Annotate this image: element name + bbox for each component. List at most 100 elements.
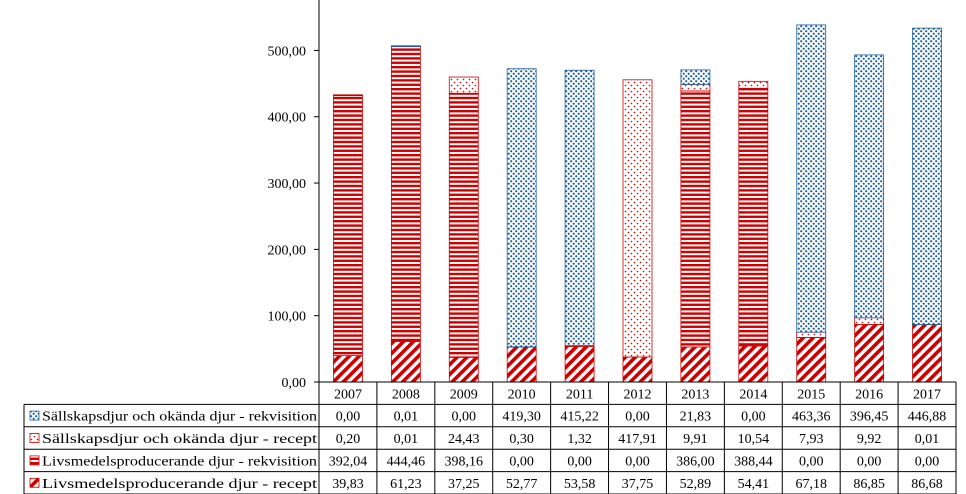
category-label-2014: 2014 <box>739 387 767 402</box>
category-label-2017: 2017 <box>913 387 941 402</box>
y-tick-label: 500,00 <box>268 44 307 59</box>
bar-segment-2017-series-3 <box>912 27 942 325</box>
category-label-2009: 2009 <box>450 387 478 402</box>
data-label-2014-series-0: 54,41 <box>738 477 770 492</box>
bar-segment-2009-series-0 <box>448 356 479 383</box>
data-label-2010-series-0: 52,77 <box>506 477 538 492</box>
bar-segment-2015-series-2 <box>796 331 827 338</box>
category-label-2007: 2007 <box>334 387 362 402</box>
data-label-2010-series-2: 0,30 <box>509 432 534 447</box>
bar-segment-2011-series-3 <box>564 69 595 346</box>
bar-segment-2014-series-2 <box>738 80 769 89</box>
legend-label-1: Livsmedelsproducerande djur - rekvisitio… <box>42 454 317 469</box>
bar-segment-2013-series-0 <box>680 346 711 383</box>
data-label-2012-series-2: 417,91 <box>618 432 657 447</box>
data-label-2010-series-3: 419,30 <box>502 410 541 425</box>
data-label-2012-series-0: 37,75 <box>622 477 654 492</box>
bar-segment-2012-series-2 <box>622 79 653 358</box>
bar-segment-2014-series-1 <box>738 87 769 347</box>
bar-segment-2010-series-3 <box>506 68 537 348</box>
bar-segment-2015-series-0 <box>796 337 827 383</box>
data-label-2008-series-1: 444,46 <box>387 454 426 469</box>
y-tick-label: 400,00 <box>268 111 307 126</box>
legend-label-3: Sällskapsdjur och okända djur - rekvisit… <box>42 410 317 425</box>
bar-segment-2016-series-2 <box>854 317 885 325</box>
y-axis: 0,00 100,00 200,00 300,00 400,00 500,00 <box>268 0 320 391</box>
bar-segment-2012-series-0 <box>622 356 653 383</box>
data-label-2015-series-2: 7,93 <box>799 432 824 447</box>
legend-label-2: Sällskapsdjur och okända djur - recept <box>42 432 317 447</box>
data-label-2007-series-0: 39,83 <box>332 477 364 492</box>
bar-segment-2017-series-0 <box>912 324 942 383</box>
category-label-2012: 2012 <box>624 387 652 402</box>
data-label-2014-series-2: 10,54 <box>738 432 770 447</box>
data-table: 2007 2008 2009 2010 2011 2012 2013 2014 2015 2016… <box>23 381 957 494</box>
data-label-2011-series-2: 1,32 <box>567 432 592 447</box>
category-label-2011: 2011 <box>566 387 593 402</box>
data-label-2010-series-1: 0,00 <box>509 454 534 469</box>
data-label-2009-series-2: 24,43 <box>448 432 480 447</box>
data-label-2015-series-3: 463,36 <box>792 410 831 425</box>
data-label-2013-series-2: 9,91 <box>683 432 708 447</box>
bar-segment-2016-series-0 <box>854 324 885 383</box>
data-label-2016-series-1: 0,00 <box>857 454 882 469</box>
data-label-2016-series-3: 396,45 <box>850 410 889 425</box>
bar-segment-2016-series-3 <box>854 54 885 319</box>
data-label-2007-series-1: 392,04 <box>329 454 368 469</box>
category-label-2015: 2015 <box>797 387 825 402</box>
bar-segment-2010-series-0 <box>506 346 537 383</box>
legend-swatch-2 <box>29 433 40 443</box>
data-label-2008-series-2: 0,01 <box>394 432 419 447</box>
bar-segment-2008-series-0 <box>390 340 421 383</box>
bar-segment-2008-series-3 <box>390 45 421 48</box>
table-grid <box>23 381 957 494</box>
data-label-2017-series-0: 86,68 <box>911 477 943 492</box>
category-label-2016: 2016 <box>855 387 883 402</box>
data-label-2012-series-3: 0,00 <box>625 410 650 425</box>
bar-segment-2008-series-1 <box>390 46 421 342</box>
data-label-2013-series-1: 386,00 <box>676 454 715 469</box>
data-label-2007-series-2: 0,20 <box>336 432 361 447</box>
bar-segment-2009-series-2 <box>448 76 479 94</box>
bars <box>333 24 942 383</box>
bar-segment-2007-series-0 <box>333 355 363 383</box>
data-label-2011-series-1: 0,00 <box>567 454 592 469</box>
data-label-2013-series-0: 52,89 <box>680 477 712 492</box>
data-label-2013-series-3: 21,83 <box>680 410 712 425</box>
y-tick-label: 300,00 <box>268 177 307 192</box>
bar-segment-2014-series-0 <box>738 345 769 383</box>
legend-label-0: Livsmedelsproducerande djur - recept <box>42 477 317 492</box>
legend-swatch-3 <box>29 410 40 421</box>
data-label-2014-series-3: 0,00 <box>741 410 766 425</box>
bar-segment-2009-series-1 <box>448 92 479 358</box>
data-label-2014-series-1: 388,44 <box>734 454 773 469</box>
data-label-2009-series-0: 37,25 <box>448 477 480 492</box>
data-label-2008-series-0: 61,23 <box>390 477 422 492</box>
y-tick-label: 200,00 <box>268 243 307 258</box>
bar-segment-2013-series-2 <box>680 83 711 92</box>
data-label-2015-series-0: 67,18 <box>795 477 827 492</box>
y-tick-label: 100,00 <box>268 310 307 325</box>
category-label-2008: 2008 <box>392 387 420 402</box>
legend-swatch-1 <box>29 455 40 466</box>
data-label-2007-series-3: 0,00 <box>336 410 361 425</box>
data-label-2009-series-1: 398,16 <box>445 454 484 469</box>
data-label-2012-series-1: 0,00 <box>625 454 650 469</box>
data-label-2016-series-2: 9,92 <box>857 432 882 447</box>
y-tick-label: 0,00 <box>282 376 307 391</box>
data-label-2011-series-3: 415,22 <box>560 410 599 425</box>
bar-segment-2011-series-0 <box>564 346 595 383</box>
data-label-2017-series-2: 0,01 <box>915 432 940 447</box>
data-label-2015-series-1: 0,00 <box>799 454 824 469</box>
legend-swatch-0 <box>29 477 40 488</box>
category-label-2010: 2010 <box>508 387 536 402</box>
bar-segment-2013-series-3 <box>680 69 711 85</box>
data-label-2008-series-3: 0,01 <box>394 410 419 425</box>
category-label-2013: 2013 <box>681 387 709 402</box>
bar-segment-2015-series-3 <box>796 24 827 333</box>
data-label-2009-series-3: 0,00 <box>452 410 477 425</box>
data-label-2011-series-0: 53,58 <box>564 477 596 492</box>
bar-segment-2013-series-1 <box>680 90 711 348</box>
data-label-2017-series-3: 446,88 <box>908 410 947 425</box>
